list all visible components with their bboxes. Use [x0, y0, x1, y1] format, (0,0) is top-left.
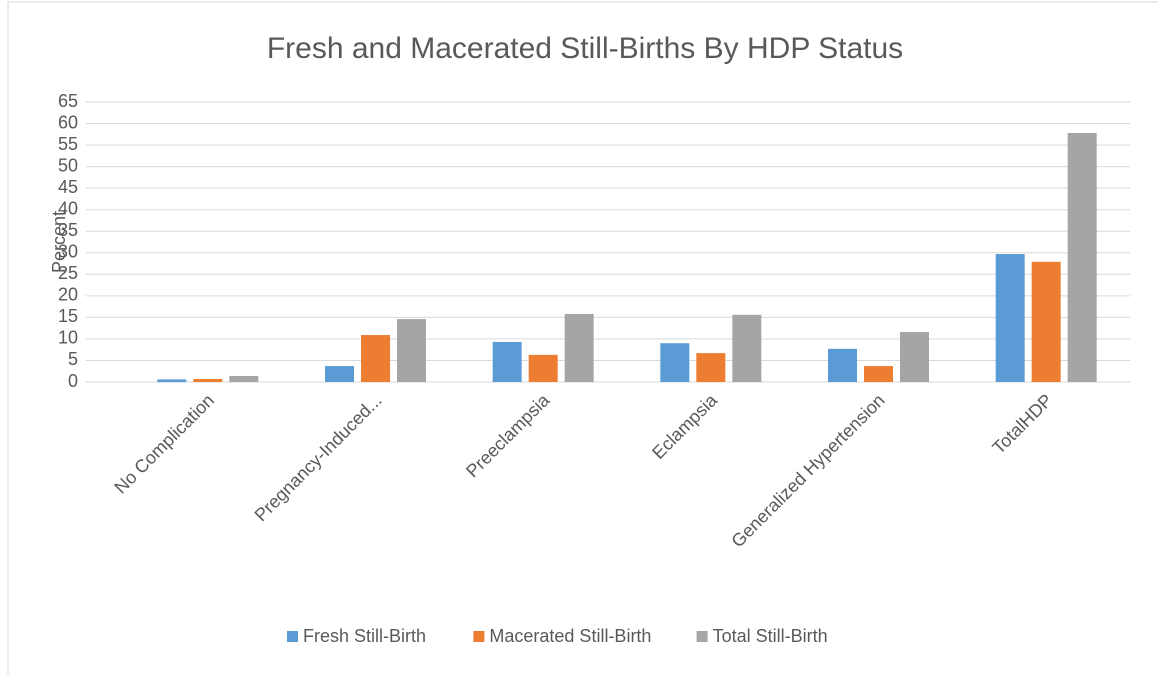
y-tick-label: 45: [58, 177, 78, 197]
bar: [229, 375, 259, 382]
chart-border: [7, 1, 1158, 675]
y-tick-label: 65: [58, 91, 78, 111]
y-tick-label: 30: [58, 242, 78, 262]
chart-title: Fresh and Macerated Still-Births By HDP …: [267, 32, 903, 65]
bar: [660, 343, 690, 382]
bar: [397, 319, 426, 382]
y-tick-label: 35: [58, 220, 78, 240]
legend-label: Macerated Still-Birth: [489, 626, 651, 646]
y-tick-label: 5: [68, 349, 78, 369]
bar: [564, 313, 594, 382]
legend-swatch: [473, 631, 485, 642]
y-tick-label: 55: [58, 134, 78, 154]
x-tick-label: Generalized Hypertension: [727, 390, 888, 551]
bar: [193, 378, 223, 382]
bar: [325, 366, 354, 382]
bar: [157, 379, 187, 382]
bar: [1031, 261, 1061, 382]
x-tick-label: Pregnancy-Induced...: [251, 390, 386, 525]
y-tick-label: 60: [58, 112, 78, 132]
x-tick-label: TotalHDP: [988, 390, 1056, 458]
bar: [1067, 133, 1097, 382]
y-tick-label: 0: [68, 371, 78, 391]
bar: [864, 366, 893, 382]
y-tick-label: 20: [58, 285, 78, 305]
legend-label: Fresh Still-Birth: [303, 626, 426, 646]
x-tick-label: Preeclampsia: [462, 389, 554, 481]
x-tick-label: No Complication: [110, 390, 218, 498]
y-tick-label: 15: [58, 306, 78, 326]
bar: [995, 254, 1025, 382]
legend-swatch: [287, 631, 298, 642]
legend-label: Total Still-Birth: [713, 626, 828, 646]
y-tick-label: 10: [58, 328, 78, 348]
bar: [696, 353, 726, 382]
y-tick-label: 50: [58, 155, 78, 175]
bar: [361, 335, 390, 382]
x-tick-label: Eclampsia: [648, 389, 722, 463]
y-tick-label: 40: [58, 198, 78, 218]
bar: [828, 348, 857, 382]
bar: [528, 354, 558, 382]
bar: [900, 332, 929, 382]
y-axis-label: Percent: [49, 211, 69, 273]
y-tick-label: 25: [58, 263, 78, 283]
bar: [492, 341, 522, 382]
bar: [732, 314, 762, 382]
legend-swatch: [696, 631, 708, 642]
